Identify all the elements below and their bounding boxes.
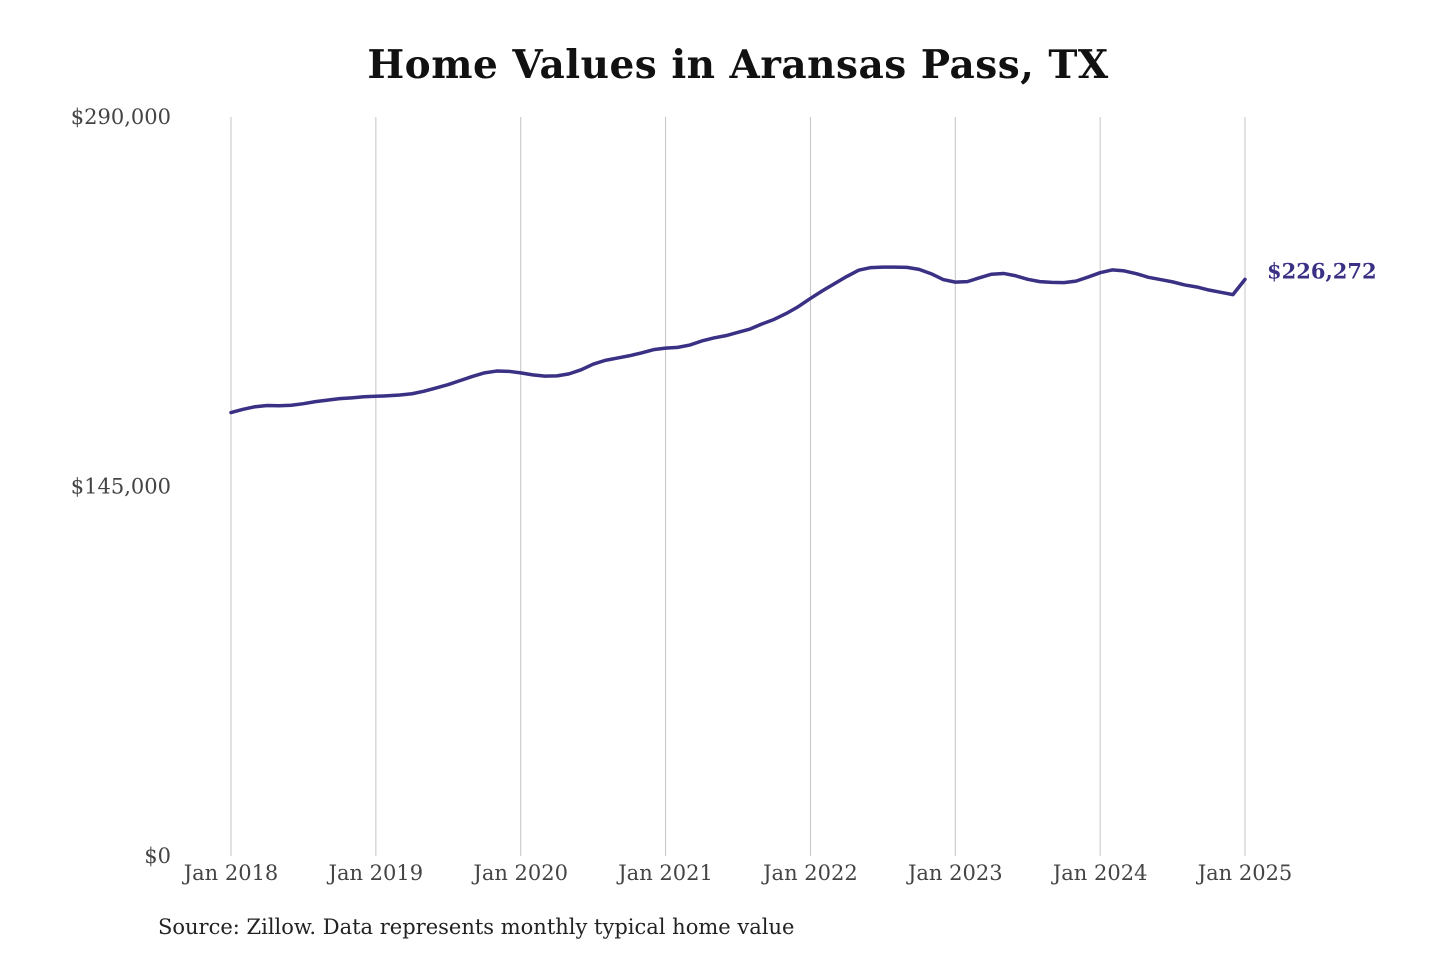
series-layer: [229, 265, 1247, 415]
x-tick-label: Jan 2024: [1051, 861, 1148, 885]
x-tick-label: Jan 2019: [327, 861, 424, 885]
chart-title: Home Values in Aransas Pass, TX: [367, 42, 1109, 88]
y-axis: $0 $145,000 $290,000: [71, 105, 171, 868]
y-tick-label: $0: [144, 844, 171, 868]
x-tick-label: Jan 2023: [906, 861, 1003, 885]
x-axis: Jan 2018 Jan 2019 Jan 2020 Jan 2021 Jan 2022…: [182, 861, 1293, 885]
x-tick-label: Jan 2020: [471, 861, 568, 885]
x-tick-label: Jan 2022: [761, 861, 858, 885]
source-note: Source: Zillow. Data represents monthly …: [158, 915, 795, 939]
end-value-label: $226,272: [1267, 258, 1377, 283]
x-tick-label: Jan 2025: [1196, 861, 1293, 885]
x-tick-label: Jan 2018: [182, 861, 279, 885]
y-tick-label: $145,000: [71, 475, 171, 499]
end-label-layer: $226,272: [1267, 258, 1377, 283]
gridlines: [230, 117, 1246, 856]
y-tick-label: $290,000: [71, 105, 171, 129]
x-tick-label: Jan 2021: [616, 861, 713, 885]
series-line: [229, 265, 1247, 415]
